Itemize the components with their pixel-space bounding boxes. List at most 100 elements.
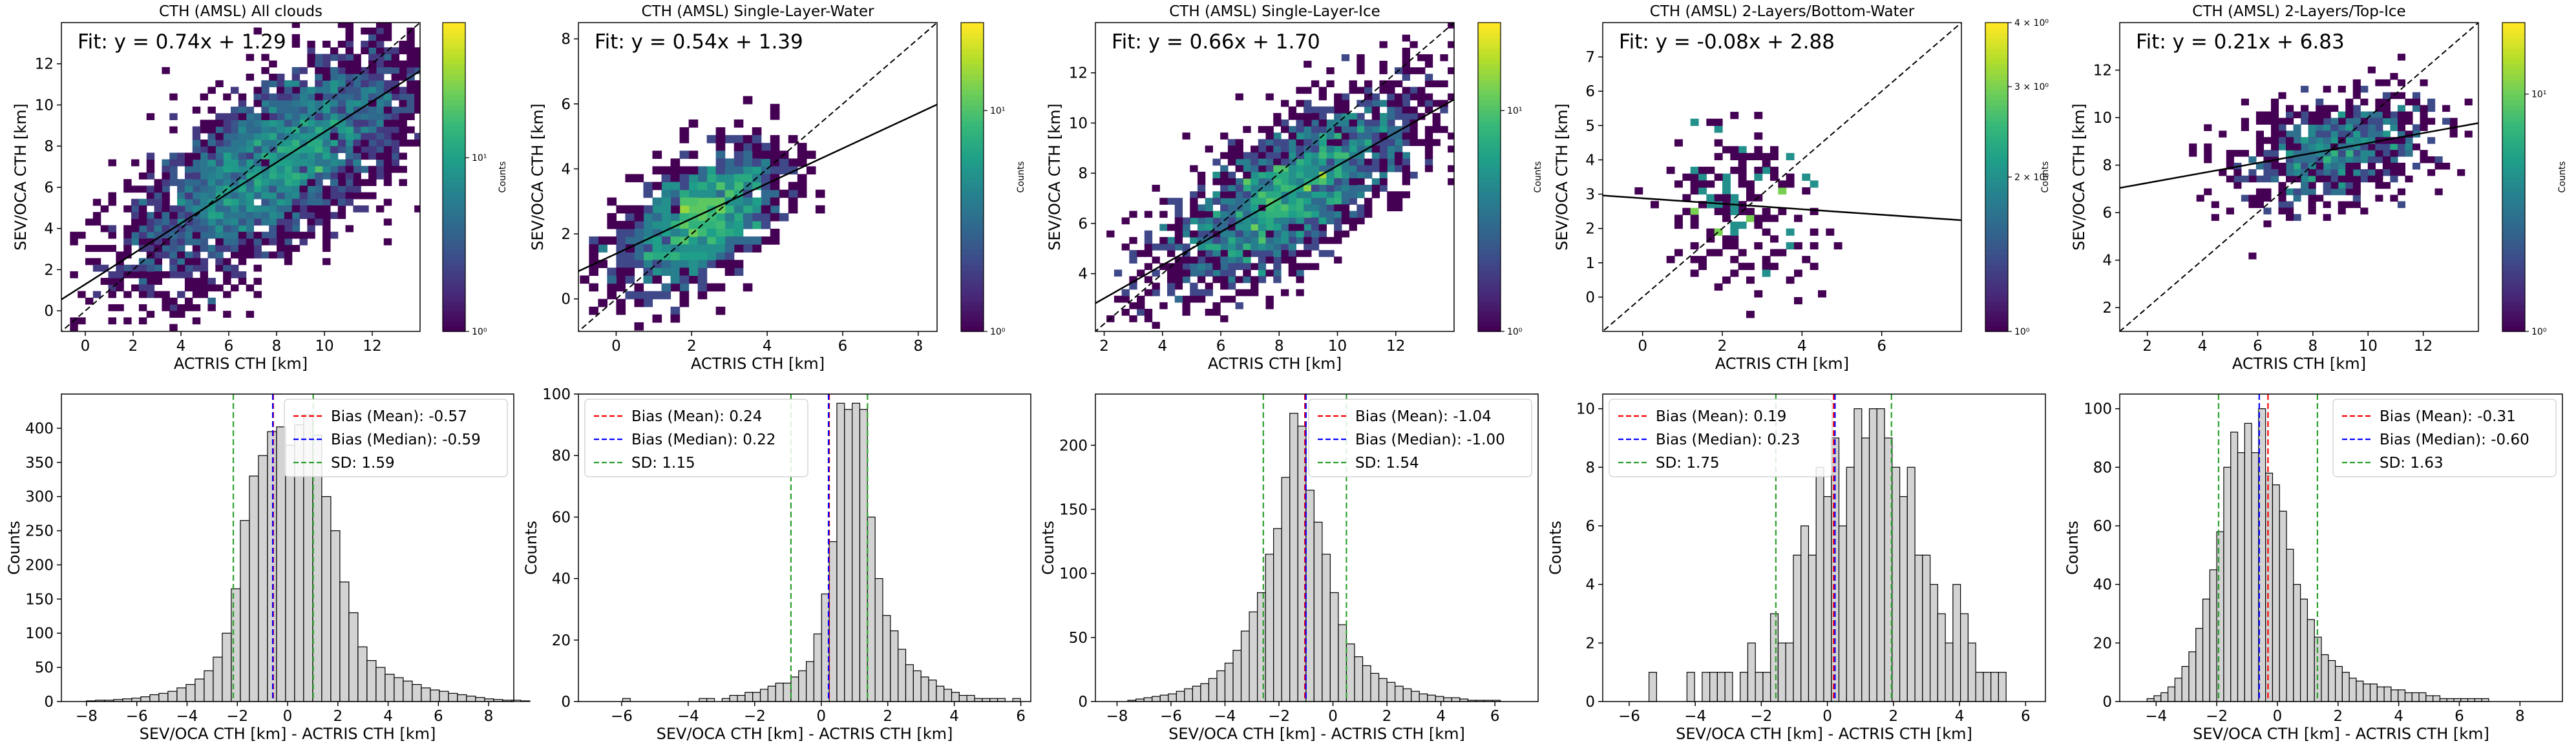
density-bin xyxy=(92,218,101,226)
density-bin xyxy=(1379,145,1388,153)
density-bin xyxy=(2375,105,2383,112)
density-bin xyxy=(1280,145,1289,153)
density-bin xyxy=(162,245,170,252)
colorbar-segment xyxy=(443,161,465,167)
density-bin xyxy=(2449,130,2458,138)
density-bin xyxy=(368,74,377,81)
legend-mean-label: Bias (Mean): -0.31 xyxy=(2380,408,2516,425)
density-bin xyxy=(1387,120,1395,127)
density-bin xyxy=(277,198,285,206)
density-bin xyxy=(261,87,269,94)
density-bin xyxy=(253,165,262,173)
density-bin xyxy=(100,264,109,272)
colorbar-segment xyxy=(961,53,984,59)
density-bin xyxy=(291,245,301,252)
histogram-bar xyxy=(836,402,845,702)
density-bin xyxy=(108,198,116,206)
density-bin xyxy=(315,165,323,173)
density-bin xyxy=(1326,185,1335,192)
density-bin xyxy=(1754,222,1763,229)
colorbar-segment xyxy=(961,233,984,240)
density-bin xyxy=(337,126,346,134)
density-bin xyxy=(2263,175,2272,183)
density-bin xyxy=(679,291,690,300)
density-bin xyxy=(1197,295,1206,303)
colorbar-segment xyxy=(443,84,465,90)
density-bin xyxy=(2420,105,2428,112)
density-bin xyxy=(2263,137,2272,144)
density-bin xyxy=(688,275,699,284)
density-bin xyxy=(2457,169,2465,176)
density-bin xyxy=(1357,99,1365,107)
density-bin xyxy=(1318,178,1327,185)
density-bin xyxy=(368,172,377,180)
density-bin xyxy=(238,185,247,193)
density-bin xyxy=(2233,169,2242,176)
colorbar-segment xyxy=(443,151,465,157)
density-bin xyxy=(1227,178,1236,185)
colorbar-segment xyxy=(443,79,465,85)
density-bin xyxy=(215,245,224,252)
colorbar-segment xyxy=(2502,177,2525,183)
colorbar-segment xyxy=(1478,311,1501,317)
density-bin xyxy=(1235,158,1243,166)
histogram-bar xyxy=(131,698,142,702)
density-bin xyxy=(1786,152,1795,161)
density-bin xyxy=(184,159,193,167)
histogram-bar xyxy=(321,496,332,702)
density-bin xyxy=(715,189,726,198)
density-bin xyxy=(184,304,193,311)
density-bin xyxy=(1205,217,1213,225)
density-bin xyxy=(1174,198,1183,205)
density-bin xyxy=(1273,171,1282,179)
y-tick-label: 0 xyxy=(561,291,571,308)
x-tick-label: −8 xyxy=(76,708,98,725)
colorbar-segment xyxy=(961,207,984,214)
histogram-bar xyxy=(798,670,807,702)
density-bin xyxy=(361,152,369,160)
x-tick-label: −4 xyxy=(1214,708,1236,725)
density-bin xyxy=(215,113,224,121)
density-bin xyxy=(1349,87,1357,94)
density-bin xyxy=(1304,204,1312,212)
density-bin xyxy=(2345,150,2354,157)
density-bin xyxy=(1738,222,1747,229)
colorbar-segment xyxy=(1985,110,2008,116)
density-bin xyxy=(414,93,420,101)
density-bin xyxy=(291,165,301,173)
density-bin xyxy=(1227,282,1236,290)
density-bin xyxy=(269,159,277,167)
density-bin xyxy=(108,278,116,285)
density-bin xyxy=(223,132,231,140)
density-bin xyxy=(2286,143,2294,151)
colorbar-tick-label: 10¹ xyxy=(472,153,487,163)
density-bin xyxy=(1144,243,1153,251)
x-tick-label: 2 xyxy=(687,338,697,355)
density-bin xyxy=(361,165,369,173)
density-bin xyxy=(1265,93,1274,101)
x-tick-label: 8 xyxy=(2308,338,2318,355)
colorbar-segment xyxy=(443,192,465,198)
density-bin xyxy=(1364,126,1373,133)
colorbar-segment xyxy=(2502,94,2525,101)
density-bin xyxy=(697,229,708,237)
density-bin xyxy=(634,220,644,229)
density-bin xyxy=(1730,222,1739,229)
density-bin xyxy=(291,159,301,167)
density-bin xyxy=(734,244,744,253)
colorbar-segment xyxy=(1985,58,2008,65)
density-bin xyxy=(770,182,780,191)
density-bin xyxy=(2375,182,2383,189)
legend-mean-label: Bias (Mean): 0.24 xyxy=(631,408,762,425)
density-bin xyxy=(1357,67,1365,74)
density-bin xyxy=(330,146,339,153)
density-bin xyxy=(215,212,224,219)
density-bin xyxy=(192,291,201,298)
density-bin xyxy=(269,152,277,160)
density-bin xyxy=(2375,118,2383,125)
density-bin xyxy=(2301,182,2309,189)
density-bin xyxy=(1698,256,1707,264)
density-bin xyxy=(162,205,170,213)
density-bin xyxy=(643,244,653,253)
colorbar-segment xyxy=(1478,63,1501,70)
